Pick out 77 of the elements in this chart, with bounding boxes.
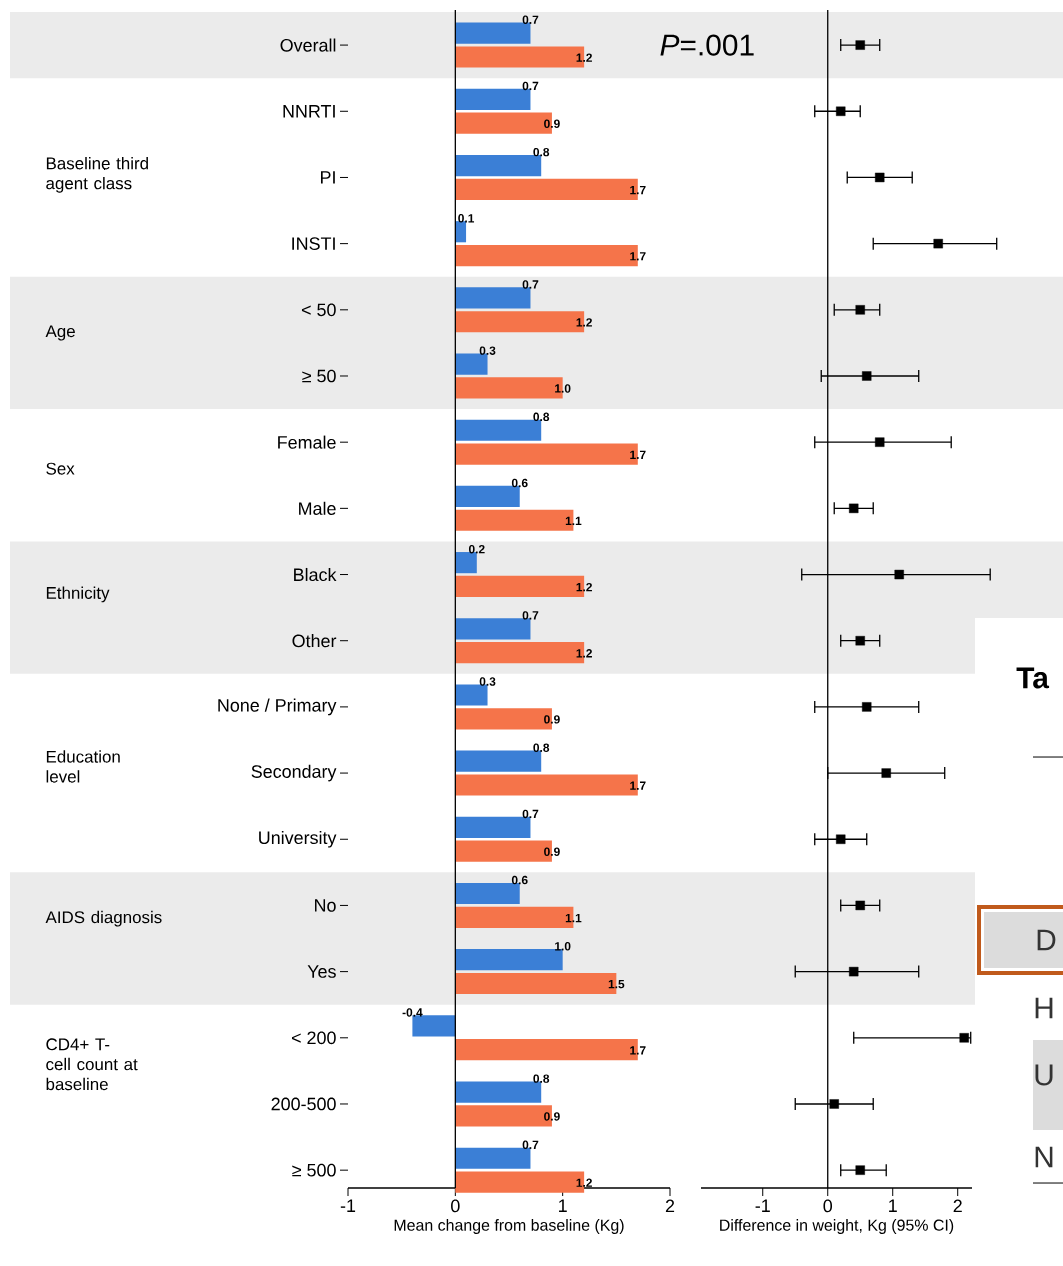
y-tick-label: PI — [321, 171, 335, 184]
text: U — [1035, 1064, 1053, 1086]
data-label: 1.7 — [630, 252, 646, 261]
data-label: 1.2 — [576, 582, 592, 592]
text: H — [1035, 997, 1053, 1019]
y-tick-label: 200-500 — [271, 1097, 336, 1111]
text: Ethnicity — [46, 586, 110, 603]
text: N — [1035, 1146, 1053, 1168]
data-label: 1.0 — [555, 384, 571, 393]
data-label: 0.1 — [458, 214, 475, 223]
text: Ta — [1016, 667, 1050, 689]
y-tick-label: Black — [294, 567, 337, 582]
y-tick-label: Yes — [307, 965, 336, 978]
data-label: 1.7 — [630, 1046, 646, 1055]
data-label: 1.5 — [608, 979, 625, 989]
data-label: 0.7 — [522, 809, 539, 819]
annotation: P=.001 — [660, 34, 754, 56]
x-tick-label: 2 — [665, 1199, 675, 1213]
x-axis-title: Difference in weight, Kg (95% CI) — [720, 1219, 954, 1234]
x-tick-label: 1 — [889, 1199, 897, 1212]
y-tick-label: NNRTI — [283, 105, 335, 118]
data-label: 1.2 — [576, 1178, 592, 1187]
text: AIDS diagnosis — [45, 910, 162, 927]
data-label: 1.7 — [630, 781, 646, 790]
x-tick-label: -1 — [755, 1199, 770, 1212]
y-tick-label: University — [259, 830, 337, 848]
data-label: 0.2 — [468, 544, 485, 554]
data-label: 1.7 — [630, 450, 646, 459]
data-label: 0.7 — [522, 1140, 539, 1150]
x-tick-label: 0 — [823, 1199, 833, 1213]
data-label: 1.2 — [576, 318, 592, 327]
data-label: 0.6 — [511, 478, 528, 488]
y-tick-label: Other — [292, 634, 337, 648]
y-tick-label: None / Primary — [218, 698, 337, 716]
text: Education level — [46, 750, 120, 783]
y-tick-label: INSTI — [292, 237, 335, 250]
x-tick-label: 2 — [953, 1199, 962, 1213]
y-tick-label: Secondary — [251, 764, 337, 782]
y-tick-label: ≥ 500 — [292, 1163, 336, 1177]
data-label: 1.2 — [576, 53, 592, 62]
data-label: 0.8 — [533, 147, 550, 157]
data-label: 1.1 — [565, 516, 582, 526]
text: Age — [45, 325, 75, 341]
data-label: 1.1 — [565, 913, 582, 923]
data-label: 0.8 — [533, 1074, 550, 1083]
y-tick-label: < 50 — [301, 303, 336, 317]
data-label: -0.4 — [402, 1008, 423, 1017]
data-label: 0.6 — [511, 875, 528, 885]
data-label: 0.7 — [522, 611, 539, 620]
data-label: 0.9 — [544, 1112, 560, 1121]
text: D — [1037, 929, 1056, 951]
data-label: 0.7 — [522, 280, 539, 289]
y-tick-label: No — [315, 899, 336, 912]
x-tick-label: -1 — [340, 1199, 356, 1212]
data-label: 0.9 — [544, 847, 560, 856]
data-label: 0.8 — [533, 412, 550, 422]
data-label: 0.9 — [544, 715, 560, 724]
data-label: 0.7 — [522, 15, 539, 24]
x-axis-title: Mean change from baseline (Kg) — [394, 1219, 624, 1234]
data-label: 1.7 — [630, 185, 646, 195]
data-label: 0.3 — [479, 677, 496, 686]
x-tick-label: 1 — [559, 1199, 567, 1212]
text: Sex — [46, 462, 75, 475]
data-label: 0.8 — [533, 743, 550, 752]
text: CD4+ T-cell count at baseline — [46, 1038, 138, 1091]
y-tick-label: Female — [278, 435, 336, 449]
y-tick-label: ≥ 50 — [302, 369, 336, 383]
data-label: 0.7 — [522, 81, 539, 91]
text: Baseline third agent class — [46, 156, 148, 193]
y-tick-label: Male — [299, 501, 336, 515]
data-label: 1.2 — [576, 649, 592, 658]
x-tick-label: 0 — [451, 1199, 460, 1213]
data-label: 1.0 — [555, 942, 571, 951]
data-label: 0.9 — [544, 119, 560, 128]
y-tick-label: < 200 — [291, 1031, 336, 1045]
data-label: 0.3 — [479, 346, 496, 355]
y-tick-label: Overall — [280, 38, 336, 52]
